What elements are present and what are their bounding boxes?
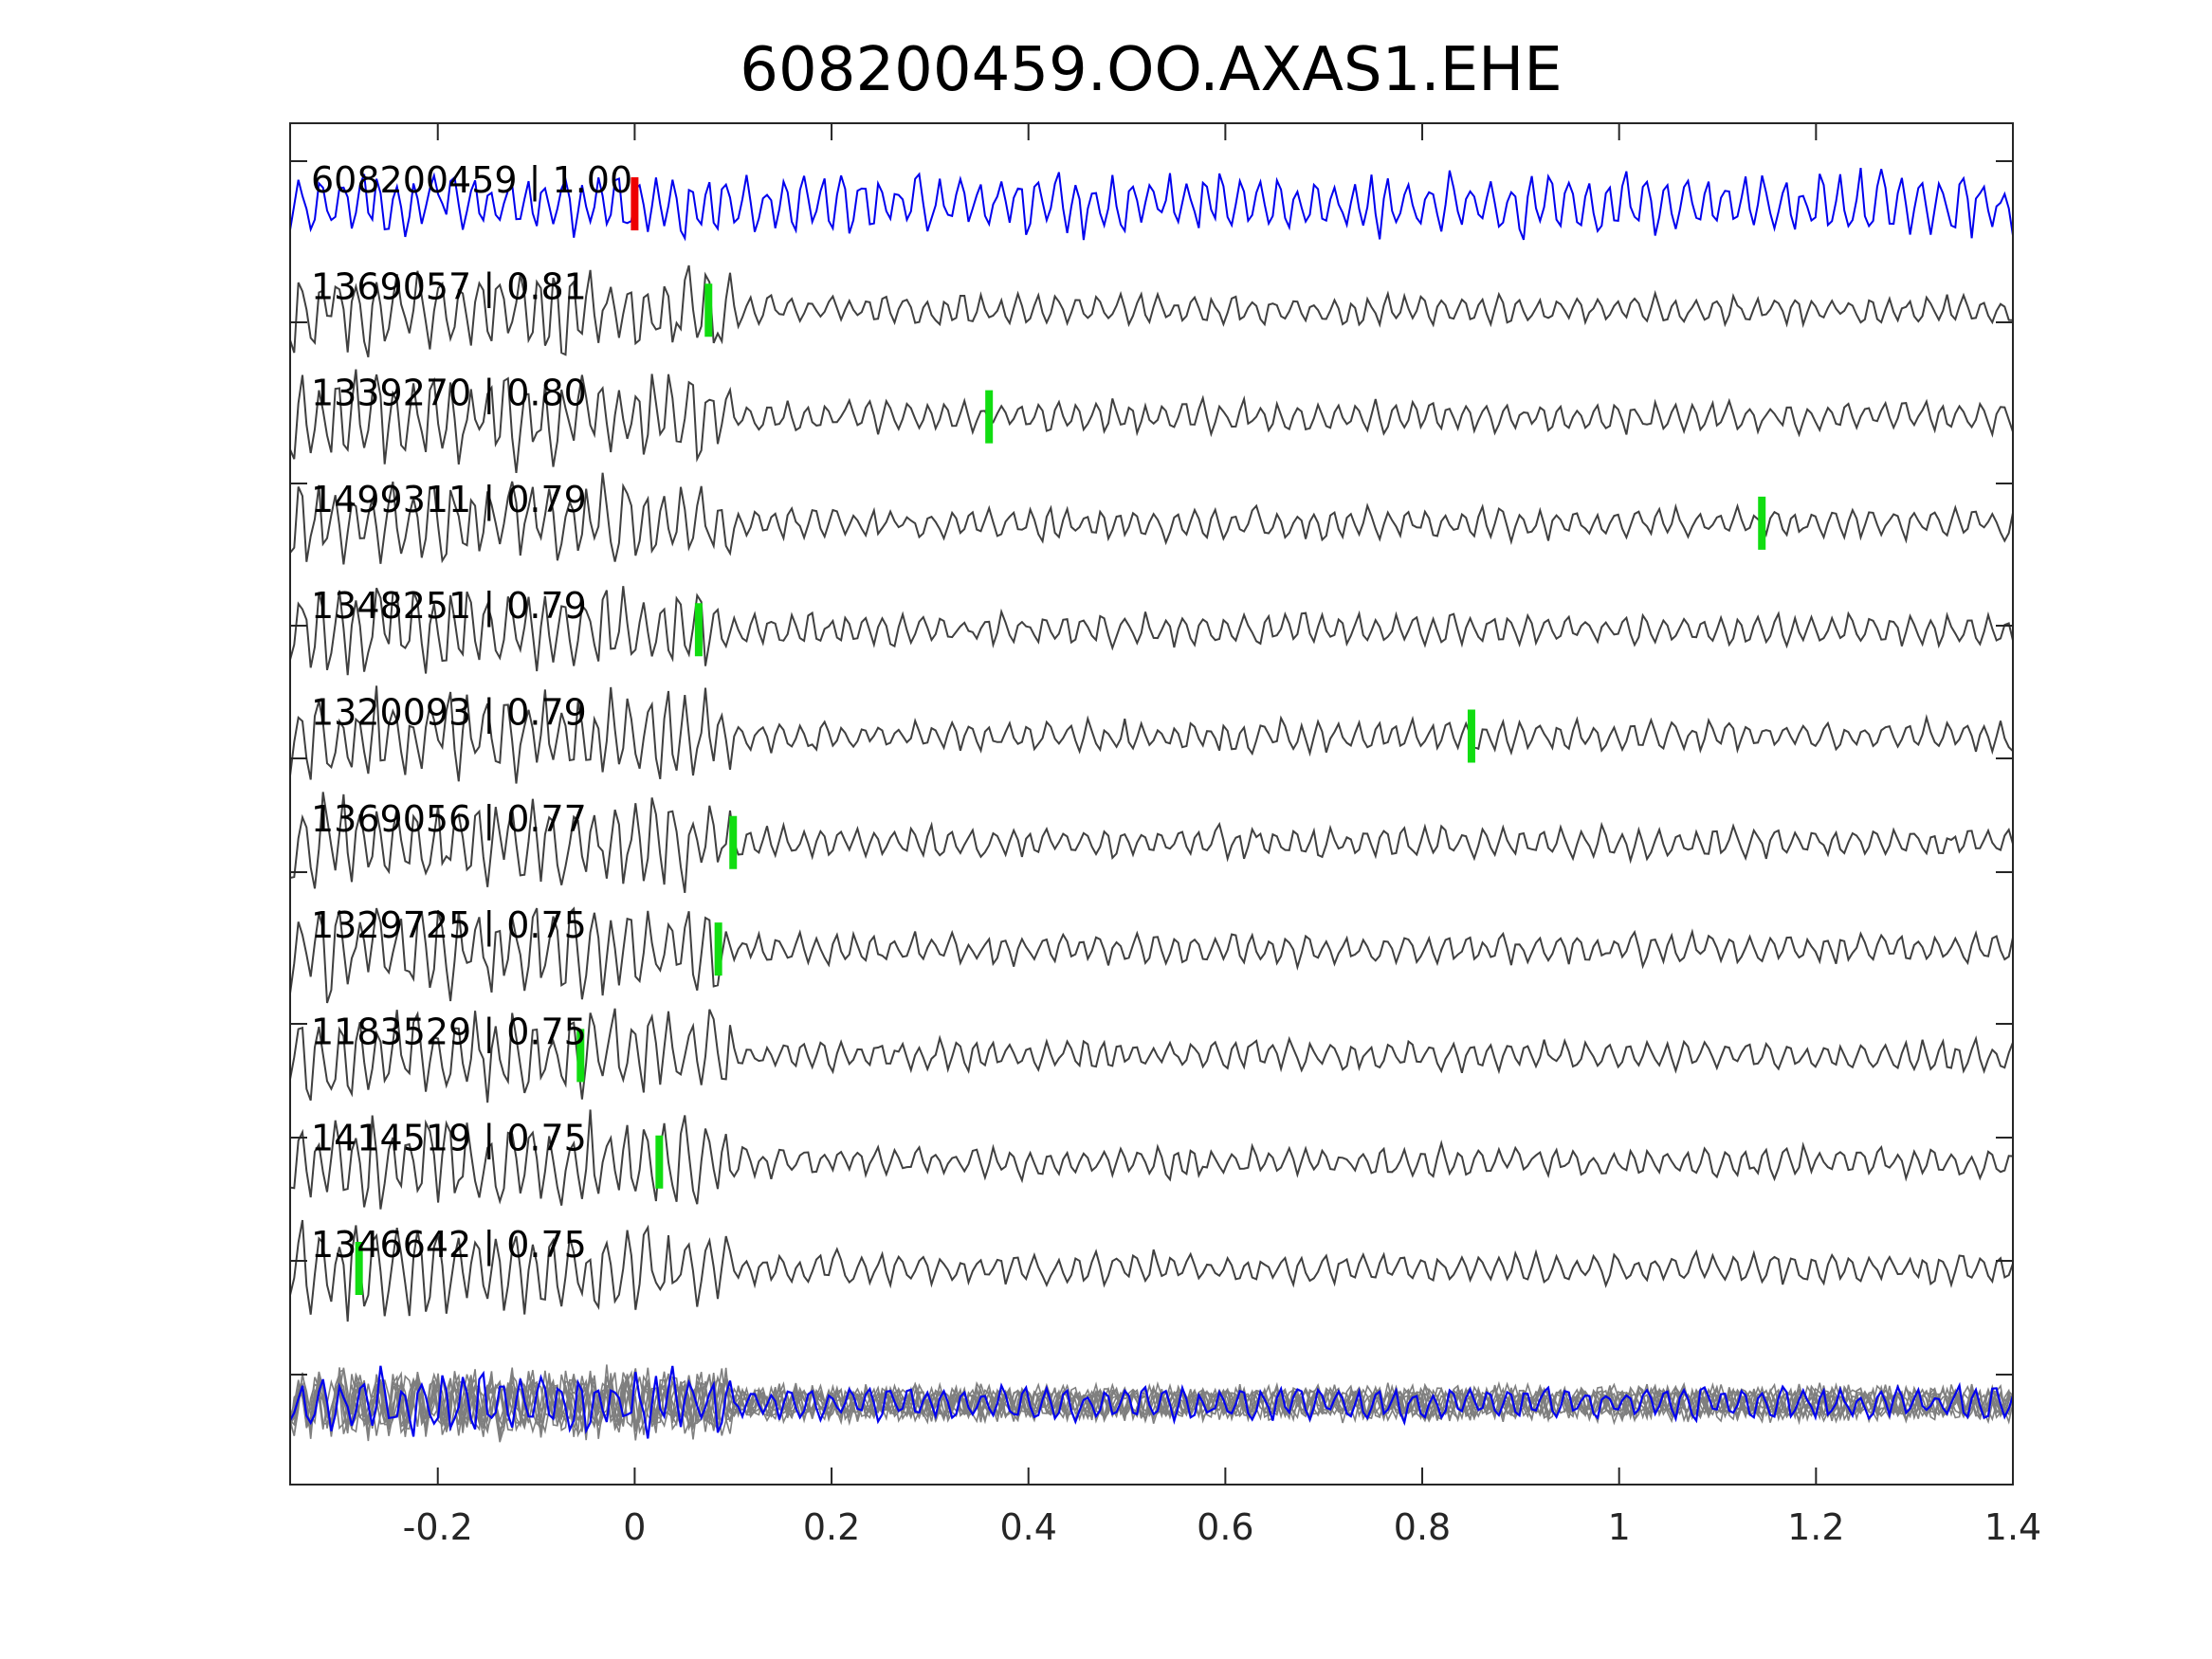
x-tick-label: 0.4 xyxy=(999,1506,1056,1548)
x-tick-label: -0.2 xyxy=(403,1506,473,1548)
y-axis-ticks xyxy=(290,160,2013,1376)
trace-1320093 xyxy=(289,685,2014,784)
trace-label-1414519: 1414519 | 0.75 xyxy=(311,1118,587,1160)
trace-1369057 xyxy=(289,264,2014,358)
trace-1499311 xyxy=(289,472,2014,565)
x-tick-label: 0.6 xyxy=(1197,1506,1253,1548)
trace-1339270 xyxy=(289,369,2014,474)
trace-label-1339270: 1339270 | 0.80 xyxy=(311,373,587,415)
pick-markers xyxy=(355,177,1766,1295)
trace-label-608200459: 608200459 | 1.00 xyxy=(311,159,632,202)
chart-title: 608200459.OO.AXAS1.EHE xyxy=(740,35,1562,105)
trace-608200459 xyxy=(289,167,2014,242)
x-tick-label: 1.2 xyxy=(1787,1506,1844,1548)
trace-label-1320093: 1320093 | 0.79 xyxy=(311,692,587,735)
trace-1329725 xyxy=(289,906,2014,1004)
x-tick-label: 1.4 xyxy=(1984,1506,2041,1548)
stack-trace-608200459 xyxy=(289,1365,2015,1439)
stacked-waveforms xyxy=(289,1364,2015,1443)
trace-label-1183529: 1183529 | 0.75 xyxy=(311,1011,587,1053)
x-axis: -0.2 0 0.2 0.4 0.6 0.8 1 1.2 1.4 xyxy=(403,123,2041,1548)
stack-trace-1414519 xyxy=(289,1367,2014,1441)
trace-1348251 xyxy=(289,586,2014,676)
plot-frame xyxy=(289,122,2014,1486)
x-tick-label: 0 xyxy=(623,1506,646,1548)
x-tick-label: 1 xyxy=(1608,1506,1631,1548)
trace-label-1369056: 1369056 | 0.77 xyxy=(311,798,587,841)
trace-label-1369057: 1369057 | 0.81 xyxy=(311,265,587,308)
x-tick-label: 0.8 xyxy=(1394,1506,1451,1548)
x-tick-label: 0.2 xyxy=(803,1506,860,1548)
trace-label-1348251: 1348251 | 0.79 xyxy=(311,585,587,628)
trace-label-1346642: 1346642 | 0.75 xyxy=(311,1224,587,1267)
trace-1414519 xyxy=(289,1109,2014,1210)
trace-label-1499311: 1499311 | 0.79 xyxy=(311,479,587,521)
trace-labels: 608200459 | 1.00 1369057 | 0.81 1339270 | … xyxy=(311,159,632,1267)
waveform-traces xyxy=(289,167,2014,1322)
trace-1369056 xyxy=(289,792,2014,893)
trace-1346642 xyxy=(289,1219,2014,1322)
trace-label-1329725: 1329725 | 0.75 xyxy=(311,904,587,947)
